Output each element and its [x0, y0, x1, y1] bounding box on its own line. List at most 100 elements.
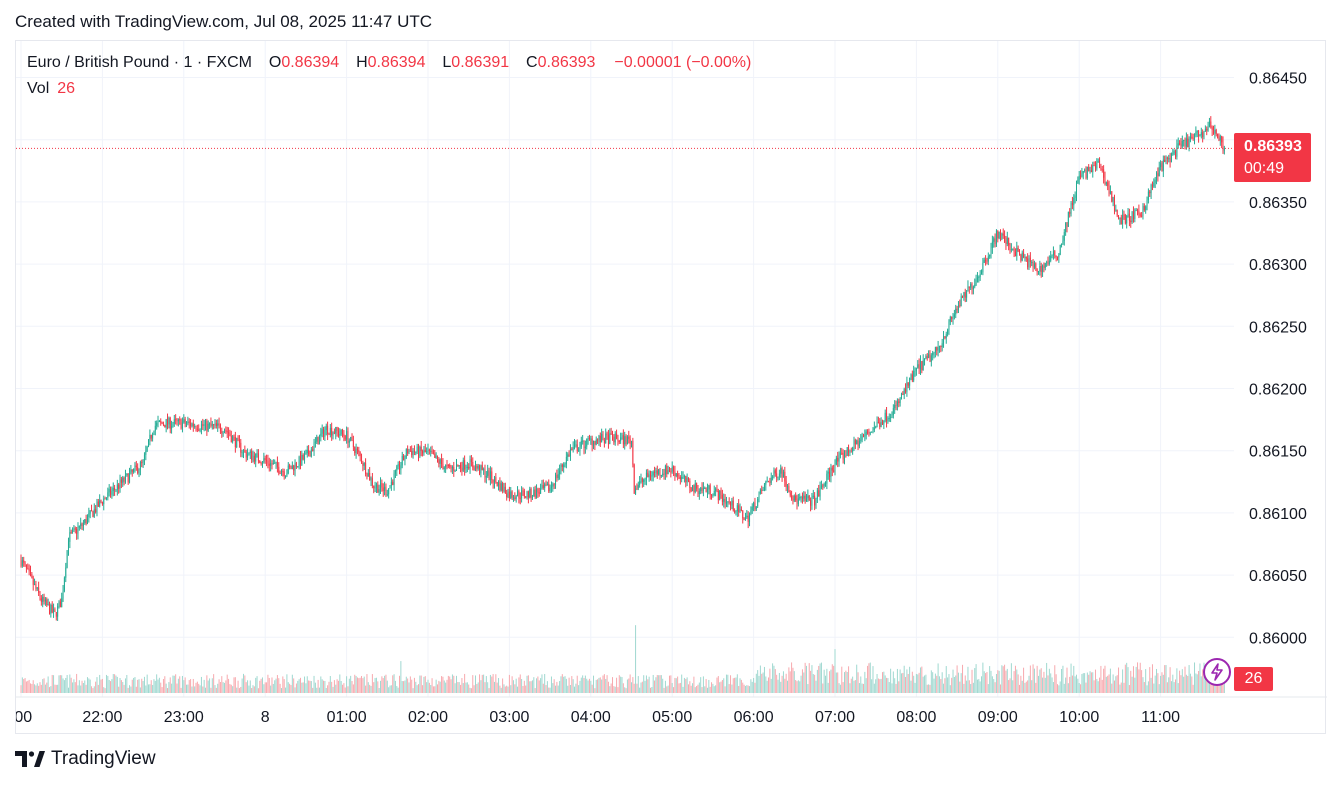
candle-body: [442, 464, 444, 470]
ohlc-legend[interactable]: Euro / British Pound · 1 · FXCM O0.86394…: [27, 54, 751, 72]
volume-bar: [130, 686, 132, 693]
candle-body: [271, 462, 273, 465]
alert-bolt-icon[interactable]: [1203, 658, 1231, 686]
volume-bar: [614, 686, 616, 693]
volume-bar: [42, 679, 44, 693]
candle-body: [697, 488, 699, 495]
volume-bar: [725, 674, 727, 693]
volume-bar: [788, 667, 790, 693]
candle-body: [894, 404, 896, 409]
volume-bar: [1105, 676, 1107, 693]
volume-legend[interactable]: Vol 26: [27, 80, 75, 98]
candle-body: [359, 452, 361, 456]
candle-body: [1195, 132, 1197, 136]
candle-body: [1025, 256, 1027, 259]
volume-bar: [1156, 668, 1158, 693]
volume-bar: [28, 679, 30, 693]
volume-bar: [552, 683, 554, 693]
volume-bar: [905, 676, 907, 693]
chart-frame[interactable]: 0.864500.864000.863500.863000.862500.862…: [15, 40, 1327, 735]
volume-bar: [518, 677, 520, 693]
candle-body: [670, 471, 672, 473]
candle-body: [884, 412, 886, 421]
candle-body: [267, 460, 269, 464]
candle-body: [25, 564, 27, 569]
candle-body: [797, 498, 799, 505]
volume-bar: [213, 674, 215, 693]
candle-body: [489, 471, 491, 480]
volume-bar: [773, 665, 775, 693]
volume-bar: [687, 684, 689, 693]
candle-body: [993, 238, 995, 242]
chart-canvas[interactable]: 0.864500.864000.863500.863000.862500.862…: [16, 41, 1327, 735]
volume-bar: [717, 676, 719, 693]
volume-bar: [411, 679, 413, 693]
candle-body: [283, 471, 285, 477]
candle-body: [313, 442, 315, 451]
candle-body: [436, 455, 438, 460]
candle-body: [706, 489, 708, 492]
candle-body: [381, 482, 383, 488]
volume-bar: [584, 675, 586, 693]
volume-bar: [823, 669, 825, 693]
candle-body: [793, 495, 795, 501]
volume-bar: [789, 671, 791, 693]
candle-body: [498, 482, 500, 487]
candle-body: [591, 438, 593, 446]
candle-body: [560, 464, 562, 471]
volume-bar: [902, 672, 904, 693]
volume-bar: [191, 686, 193, 693]
volume-bar: [210, 687, 212, 693]
volume-bar: [613, 686, 615, 693]
volume-bar: [561, 674, 563, 693]
time-tick-label: 04:00: [571, 709, 611, 726]
candle-body: [895, 404, 897, 406]
volume-bar: [489, 674, 491, 693]
volume-bar: [964, 675, 966, 693]
candle-body: [536, 488, 538, 498]
volume-bar: [628, 678, 630, 693]
volume-bar: [751, 681, 753, 693]
candle-body: [331, 427, 333, 436]
volume-bar: [1143, 682, 1145, 693]
volume-bar: [104, 688, 106, 693]
volume-bar: [791, 662, 793, 693]
volume-bar: [137, 679, 139, 693]
volume-bar: [1124, 664, 1126, 693]
candle-body: [640, 478, 642, 482]
volume-bar: [214, 685, 216, 693]
candle-body: [692, 485, 694, 492]
candle-body: [976, 277, 978, 280]
candle-body: [483, 469, 485, 471]
candle-body: [251, 451, 253, 460]
candle-body: [712, 494, 714, 496]
volume-bar: [44, 684, 46, 693]
candle-body: [219, 424, 221, 432]
candle-body: [1096, 162, 1098, 169]
volume-bar: [1048, 668, 1050, 693]
candle-body: [65, 567, 67, 578]
volume-bar: [267, 674, 269, 693]
candle-body: [124, 474, 126, 482]
candle-body: [1161, 163, 1163, 172]
volume-bar: [323, 680, 325, 693]
volume-bar: [582, 675, 584, 693]
candle-body: [276, 461, 278, 467]
candle-body: [432, 453, 434, 455]
volume-bar: [531, 680, 533, 693]
volume-bar: [1067, 683, 1069, 693]
volume-bar: [723, 678, 725, 693]
volume-bar: [111, 679, 113, 693]
symbol-label[interactable]: Euro / British Pound · 1 · FXCM: [27, 54, 252, 71]
volume-bar: [236, 687, 238, 693]
candle-body: [959, 305, 961, 307]
candle-body: [39, 592, 41, 599]
candle-body: [470, 459, 472, 463]
volume-bar: [845, 670, 847, 693]
volume-bar: [430, 685, 432, 693]
candle-body: [1203, 131, 1205, 138]
volume-bar: [141, 678, 143, 693]
volume-bar: [157, 679, 159, 693]
volume-bar: [787, 680, 789, 693]
volume-bar: [607, 681, 609, 693]
